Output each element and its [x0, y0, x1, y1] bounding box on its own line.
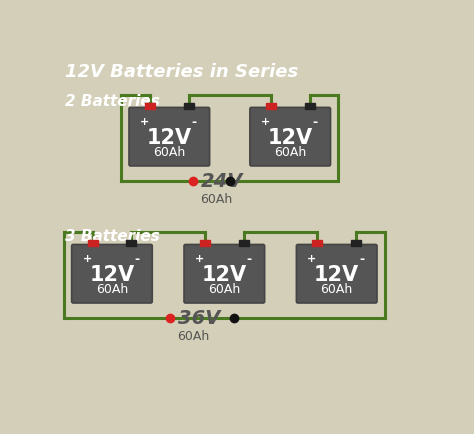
Text: +: +: [261, 117, 270, 127]
Text: +: +: [195, 253, 204, 263]
Text: -: -: [359, 252, 364, 265]
Bar: [126, 240, 137, 247]
Text: -: -: [191, 115, 197, 128]
Text: 12V: 12V: [268, 127, 313, 147]
Text: +: +: [140, 117, 149, 127]
Bar: [312, 240, 322, 247]
Bar: [145, 104, 155, 110]
Text: 12V: 12V: [202, 264, 247, 284]
Text: -: -: [246, 252, 252, 265]
Text: 12V: 12V: [90, 264, 135, 284]
Text: 60Ah: 60Ah: [320, 282, 353, 295]
Text: 36V: 36V: [178, 309, 220, 327]
Text: 60Ah: 60Ah: [153, 145, 185, 158]
Text: 12V Batteries in Series: 12V Batteries in Series: [65, 63, 299, 81]
FancyBboxPatch shape: [72, 245, 152, 303]
FancyBboxPatch shape: [129, 108, 210, 167]
Text: 24V: 24V: [201, 172, 243, 191]
Text: 60Ah: 60Ah: [208, 282, 240, 295]
Text: 2 Batteries: 2 Batteries: [65, 94, 160, 108]
Bar: [183, 104, 194, 110]
Text: +: +: [307, 253, 317, 263]
Bar: [266, 104, 276, 110]
Text: 60Ah: 60Ah: [178, 329, 210, 342]
FancyBboxPatch shape: [250, 108, 330, 167]
Text: -: -: [134, 252, 139, 265]
Bar: [200, 240, 210, 247]
Text: 60Ah: 60Ah: [274, 145, 306, 158]
Bar: [88, 240, 98, 247]
FancyBboxPatch shape: [184, 245, 264, 303]
Text: +: +: [82, 253, 92, 263]
Text: 60Ah: 60Ah: [96, 282, 128, 295]
FancyBboxPatch shape: [296, 245, 377, 303]
Text: 3 Batteries: 3 Batteries: [65, 229, 160, 244]
Text: 12V: 12V: [314, 264, 359, 284]
Bar: [239, 240, 249, 247]
Text: 60Ah: 60Ah: [201, 193, 233, 206]
Text: -: -: [312, 115, 318, 128]
Bar: [304, 104, 315, 110]
Text: 12V: 12V: [147, 127, 192, 147]
Bar: [351, 240, 361, 247]
